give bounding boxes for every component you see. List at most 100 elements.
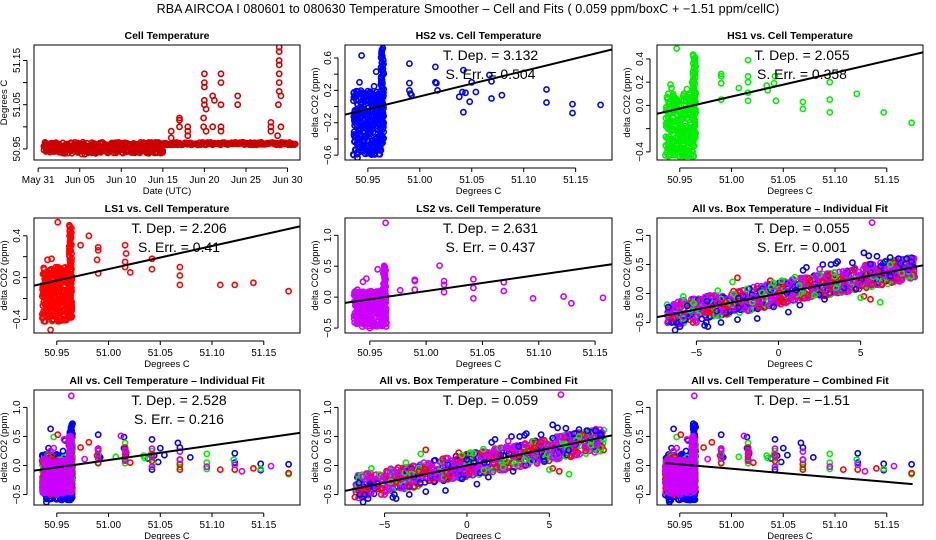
- fit-annotation: T. Dep. = 0.055: [754, 220, 850, 236]
- data-point: [249, 464, 257, 472]
- data-point: [120, 433, 128, 441]
- data-point: [821, 285, 829, 293]
- data-point: [42, 455, 49, 462]
- data-point: [48, 255, 55, 263]
- data-point: [675, 116, 683, 124]
- data-point: [203, 450, 211, 458]
- data-point: [717, 79, 725, 87]
- y-axis-label: delta CO2 (ppm): [622, 67, 633, 137]
- fit-annotation: S. Err. = 0.504: [446, 66, 536, 82]
- data-point: [830, 269, 838, 276]
- data-point: [599, 294, 607, 302]
- data-point: [859, 265, 867, 273]
- data-point: [717, 70, 725, 78]
- x-tick-label: 51.15: [583, 348, 608, 359]
- data-point: [216, 281, 224, 289]
- data-point: [358, 323, 366, 330]
- data-point: [121, 446, 129, 454]
- data-point: [849, 259, 856, 267]
- data-point: [908, 258, 915, 265]
- y-tick-label: −0.6: [323, 145, 334, 165]
- plot-frame: [344, 217, 613, 334]
- y-tick-label: −0.5: [323, 318, 334, 338]
- data-point: [367, 89, 375, 97]
- data-point: [717, 319, 725, 326]
- data-point: [569, 100, 576, 108]
- data-point: [832, 284, 840, 292]
- data-point: [366, 121, 374, 129]
- data-point: [665, 98, 672, 106]
- data-point: [176, 116, 183, 124]
- panel-title: All vs. Box Temperature – Individual Fit: [692, 203, 888, 215]
- data-point: [868, 281, 876, 289]
- data-point: [67, 392, 75, 400]
- data-point: [826, 96, 834, 103]
- fit-line: [345, 48, 612, 116]
- data-point: [529, 294, 537, 302]
- data-point: [217, 79, 225, 86]
- data-point: [543, 99, 550, 106]
- data-point: [832, 288, 840, 295]
- data-point: [42, 475, 50, 483]
- x-tick-label: 51.05: [148, 348, 173, 359]
- y-tick-label: 1.0: [635, 228, 646, 242]
- data-point: [664, 303, 672, 311]
- data-point: [874, 280, 882, 288]
- data-point: [770, 303, 777, 311]
- x-tick-label: 51.00: [96, 520, 121, 531]
- data-point: [670, 137, 678, 145]
- points-layer: [657, 219, 923, 333]
- data-point: [275, 70, 283, 78]
- data-point: [886, 254, 894, 261]
- y-tick-label: 0.6: [323, 51, 334, 65]
- data-point: [865, 252, 873, 260]
- data-point: [881, 258, 889, 265]
- y-axis-label: delta CO2 (ppm): [310, 240, 321, 310]
- data-point: [908, 119, 915, 127]
- data-point: [825, 271, 832, 279]
- data-point: [257, 465, 265, 473]
- y-tick-label: −0.4: [635, 142, 646, 162]
- y-tick-label: 0.0: [12, 458, 23, 472]
- panel-title: LS2 vs. Cell Temperature: [416, 203, 541, 215]
- data-point: [360, 91, 368, 99]
- data-point: [432, 79, 440, 87]
- data-point: [203, 463, 211, 471]
- data-point: [351, 138, 359, 146]
- data-point: [459, 108, 467, 116]
- y-tick-label: 51.05: [12, 92, 23, 117]
- data-point: [455, 93, 463, 101]
- x-tick-label: 51.05: [470, 348, 495, 359]
- data-point: [184, 132, 192, 140]
- data-point: [372, 68, 380, 76]
- data-point: [382, 219, 389, 227]
- y-tick-label: −0.4: [12, 309, 23, 329]
- data-point: [679, 313, 687, 321]
- y-axis-label: Degrees C: [0, 80, 10, 126]
- data-point: [800, 290, 808, 298]
- data-point: [94, 431, 102, 439]
- x-tick-label: Jun 15: [148, 175, 178, 186]
- data-point: [665, 144, 673, 152]
- data-point: [396, 286, 404, 294]
- y-tick-label: 0.0: [323, 290, 334, 304]
- points-layer: [40, 45, 299, 158]
- data-point: [368, 151, 375, 158]
- x-axis-label: Degrees C: [456, 186, 502, 197]
- data-point: [758, 289, 766, 297]
- data-point: [887, 272, 894, 280]
- y-tick-label: 0.2: [635, 75, 646, 89]
- x-tick-label: Jun 20: [189, 175, 219, 186]
- data-point: [674, 129, 682, 137]
- data-point: [860, 249, 868, 257]
- x-tick-label: Jun 05: [65, 175, 95, 186]
- x-tick-label: 51.15: [874, 175, 899, 186]
- data-point: [355, 144, 362, 151]
- points-layer: [34, 218, 300, 333]
- data-point: [867, 260, 874, 268]
- data-point: [734, 274, 741, 282]
- x-tick-label: 51.05: [148, 520, 173, 531]
- data-point: [209, 123, 217, 131]
